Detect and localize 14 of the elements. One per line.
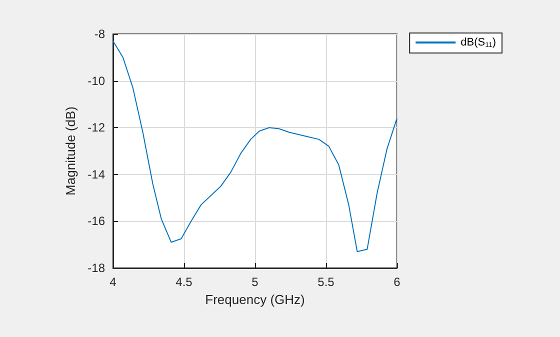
x-tick-label: 5.5 [318,275,335,289]
x-axis-title: Frequency (GHz) [205,292,305,307]
y-tick-label: -8 [94,27,106,41]
y-tick-label: -16 [88,214,106,228]
y-tick-label: -12 [88,120,106,135]
y-tick-label: -18 [88,261,106,275]
line-series [112,40,398,252]
y-tick-label: -14 [88,167,106,182]
x-tick-label: 5 [252,275,259,289]
x-tick-label: 4.5 [176,275,193,289]
y-axis-title: Magnitude (dB) [62,106,78,196]
y-tick-label: -10 [88,74,106,88]
x-tick-label: 6 [394,275,401,289]
x-tick-label: 4 [110,275,117,289]
